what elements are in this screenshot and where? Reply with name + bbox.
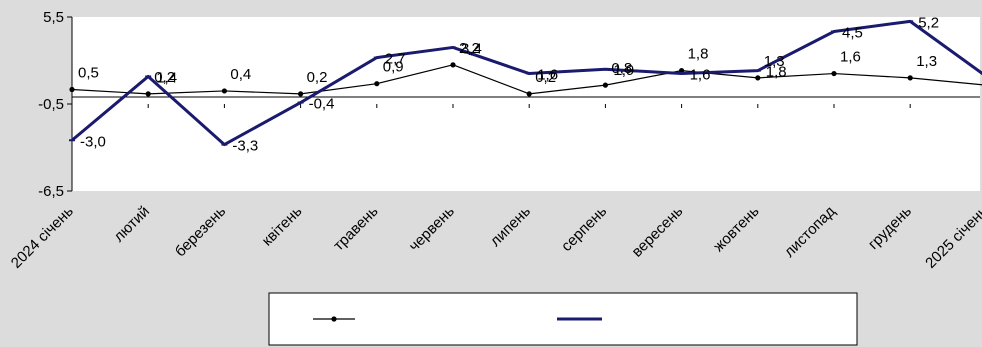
series-1-point bbox=[755, 75, 761, 81]
series-1-data-label: 0,8 bbox=[611, 60, 632, 77]
series-1-point bbox=[602, 82, 609, 88]
series-2-data-label: -0,4 bbox=[309, 96, 335, 113]
series-1-data-label: 1,8 bbox=[688, 46, 709, 63]
series-2-data-label: 1,8 bbox=[766, 64, 787, 81]
series-1-point bbox=[374, 81, 380, 87]
series-2-data-label: 2,7 bbox=[385, 51, 406, 68]
data-labels-layer: 0,50,20,40,20,92,20,20,81,81,31,61,30,8-… bbox=[78, 14, 939, 155]
series-1-data-label: 0,2 bbox=[535, 69, 556, 86]
series-1-point bbox=[221, 88, 227, 94]
series-1-data-label: 0,9 bbox=[383, 59, 404, 76]
series-2-data-label: 5,2 bbox=[918, 14, 939, 31]
y-tick-label: -6,5 bbox=[38, 183, 64, 200]
series-1-point bbox=[450, 62, 456, 68]
series-1-point bbox=[69, 86, 75, 93]
legend-series-1-marker bbox=[331, 316, 337, 322]
series-1-point bbox=[145, 91, 151, 97]
series-1-point bbox=[679, 68, 685, 74]
series-1-data-label: 2,2 bbox=[459, 40, 480, 57]
series-1-data-label: 0,5 bbox=[78, 65, 99, 82]
series-2-data-label: 3,4 bbox=[461, 40, 482, 57]
series-2-data-label: 1,4 bbox=[156, 69, 177, 86]
series-layer bbox=[69, 19, 982, 147]
series-1-data-label: 1,3 bbox=[916, 53, 937, 70]
y-tick-label: -0,5 bbox=[38, 96, 64, 113]
series-2-data-label: 4,5 bbox=[842, 25, 863, 42]
series-1-point bbox=[526, 91, 532, 97]
series-2-data-label: 1,6 bbox=[690, 67, 711, 84]
series-2-data-label: -3,0 bbox=[80, 133, 106, 150]
series-1-data-label: 1,3 bbox=[764, 53, 785, 70]
legend bbox=[268, 292, 858, 346]
series-2-data-label: 1,9 bbox=[613, 62, 634, 79]
series-2-data-label: -3,3 bbox=[232, 138, 258, 155]
series-1-data-label: 1,6 bbox=[840, 49, 861, 66]
series-1-data-label: 0,2 bbox=[307, 69, 328, 86]
series-1-point bbox=[831, 70, 837, 77]
series-1-point bbox=[907, 75, 913, 81]
y-ticks: 5,5 -0,5 -6,5 bbox=[38, 9, 72, 200]
series-1-point bbox=[298, 91, 304, 97]
series-1-data-label: 0,4 bbox=[230, 66, 251, 83]
plot-area bbox=[72, 17, 980, 191]
series-2-data-label: 1,6 bbox=[537, 67, 558, 84]
series-1-data-label: 0,2 bbox=[154, 69, 175, 86]
y-tick-label: 5,5 bbox=[43, 9, 64, 26]
